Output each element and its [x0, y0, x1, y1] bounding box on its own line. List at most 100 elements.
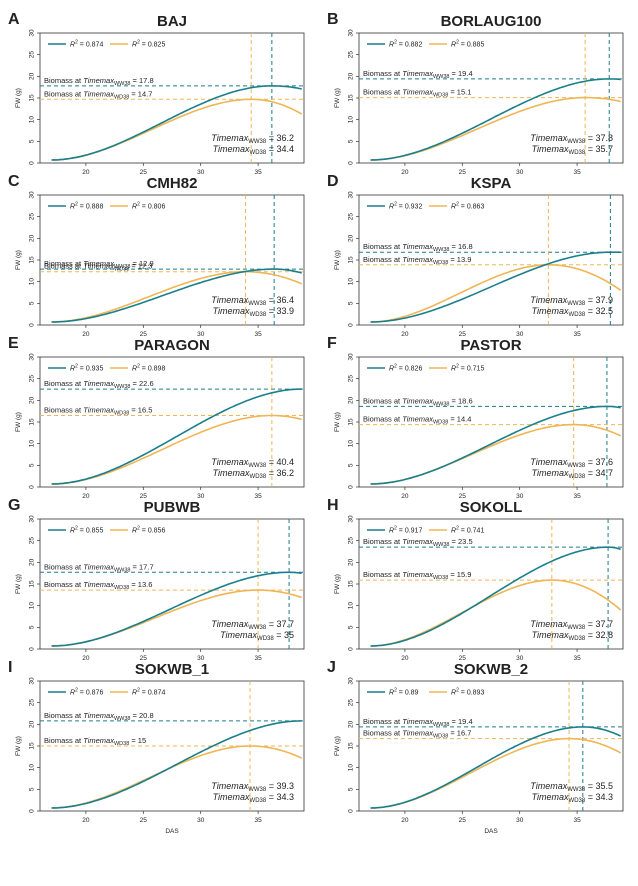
x-tick-label: 20	[82, 331, 90, 338]
y-tick-label: 5	[348, 139, 355, 143]
x-tick-label: 20	[82, 817, 90, 824]
x-tick-label: 35	[254, 493, 262, 500]
biomass-annotation: Biomass at TimemaxWD38 = 16.7	[363, 729, 471, 740]
series-curve-wd38	[51, 270, 302, 323]
y-tick-label: 25	[348, 699, 355, 707]
y-tick-label: 10	[348, 116, 355, 124]
series-curve-ww38	[370, 726, 622, 809]
y-tick-label: 5	[29, 301, 36, 305]
y-tick-label: 0	[29, 485, 36, 489]
y-tick-label: 30	[29, 677, 36, 685]
biomass-annotation: Biomass at TimemaxWD38 = 13.9	[363, 255, 471, 266]
x-tick-label: 30	[516, 493, 524, 500]
legend-label: R2 = 0.874	[132, 688, 165, 697]
legend-label: R2 = 0.741	[451, 526, 484, 535]
y-tick-label: 15	[29, 256, 36, 264]
panel-d: D KSPA 0 5 10 15 20 25 30 20 25 30 35 FW (g) R2 = 0.93…	[327, 173, 624, 338]
panel-title: PASTOR	[460, 337, 521, 354]
y-tick-label: 30	[348, 677, 355, 685]
panel-title: KSPA	[471, 175, 512, 192]
y-tick-label: 20	[348, 72, 355, 80]
y-tick-label: 25	[29, 213, 36, 221]
series-curve-ww38	[51, 85, 302, 161]
panel-label: B	[327, 11, 339, 28]
timemax-annotation: TimemaxWD38 = 34.3	[532, 792, 613, 804]
y-tick-label: 0	[348, 809, 355, 813]
panel-label: D	[327, 173, 339, 190]
biomass-annotation: Biomass at TimemaxWD38 = 12.3	[44, 262, 152, 273]
panel-title: CMH82	[147, 175, 198, 192]
timemax-annotation: TimemaxWW38 = 37.6	[530, 457, 613, 469]
panel-title: BAJ	[157, 13, 187, 30]
y-tick-label: 5	[29, 787, 36, 791]
panel-label: A	[8, 11, 20, 28]
y-tick-label: 20	[29, 720, 36, 728]
y-tick-label: 30	[348, 353, 355, 361]
legend-label: R2 = 0.893	[451, 688, 484, 697]
panel-title: SOKOLL	[460, 499, 523, 516]
y-tick-label: 25	[348, 51, 355, 59]
y-tick-label: 15	[29, 418, 36, 426]
y-axis-label: FW (g)	[15, 250, 22, 270]
panel-title: SOKWB_1	[135, 661, 209, 678]
y-tick-label: 15	[348, 418, 355, 426]
biomass-annotation: Biomass at TimemaxWW38 = 12.9	[44, 259, 154, 270]
timemax-annotation: TimemaxWW38 = 37.9	[530, 295, 613, 307]
panel-label: C	[8, 173, 20, 190]
y-tick-label: 10	[29, 764, 36, 772]
y-axis-label: FW (g)	[334, 250, 341, 270]
y-tick-label: 20	[348, 396, 355, 404]
y-tick-label: 15	[29, 580, 36, 588]
y-axis-label: FW (g)	[334, 412, 341, 432]
y-tick-label: 0	[348, 161, 355, 165]
timemax-annotation: TimemaxWD38 = 36.2	[213, 468, 294, 480]
series-curve-ww38	[370, 546, 621, 647]
y-tick-label: 20	[29, 72, 36, 80]
x-tick-label: 35	[254, 331, 262, 338]
y-tick-label: 0	[348, 485, 355, 489]
timemax-annotation: TimemaxWD38 = 32.8	[532, 630, 613, 642]
y-tick-label: 5	[29, 625, 36, 629]
x-tick-label: 20	[401, 493, 409, 500]
timemax-annotation: TimemaxWD38 = 34.7	[532, 468, 613, 480]
x-tick-label: 25	[459, 817, 467, 824]
y-tick-label: 5	[348, 301, 355, 305]
x-tick-label: 25	[459, 331, 467, 338]
panel-title: SOKWB_2	[454, 661, 528, 678]
timemax-annotation: TimemaxWD38 = 34.4	[213, 144, 294, 156]
x-tick-label: 25	[140, 493, 148, 500]
panel-label: G	[8, 497, 20, 514]
biomass-annotation: Biomass at TimemaxWW38 = 17.7	[44, 562, 154, 573]
panel-i: I SOKWB_1 0 5 10 15 20 25 30 20 25 30 35 FW (g) DAS R2 …	[8, 659, 305, 835]
y-tick-label: 10	[29, 116, 36, 124]
x-tick-label: 30	[516, 655, 524, 662]
legend-label: R2 = 0.882	[389, 40, 422, 49]
panel-g: G PUBWB 0 5 10 15 20 25 30 20 25 30 35 FW (g) R2 = 0.8…	[8, 497, 305, 662]
panel-b: B BORLAUG100 0 5 10 15 20 25 30 20 25 30 35 FW (g) R2 …	[327, 11, 624, 176]
x-tick-label: 35	[254, 655, 262, 662]
y-tick-label: 30	[348, 29, 355, 37]
y-tick-label: 15	[348, 742, 355, 750]
x-tick-label: 25	[459, 493, 467, 500]
series-curve-ww38	[51, 268, 302, 323]
y-axis-label: FW (g)	[15, 574, 22, 594]
x-tick-label: 20	[82, 493, 90, 500]
x-tick-label: 20	[82, 169, 90, 176]
series-curve-ww38	[370, 405, 621, 485]
panel-title: PUBWB	[144, 499, 201, 516]
y-tick-label: 10	[348, 602, 355, 610]
y-tick-label: 10	[348, 440, 355, 448]
biomass-annotation: Biomass at TimemaxWD38 = 14.4	[363, 415, 471, 426]
y-tick-label: 15	[29, 742, 36, 750]
panel-j: J SOKWB_2 0 5 10 15 20 25 30 20 25 30 35 FW (g) DAS R2 …	[327, 659, 624, 835]
panel-e: E PARAGON 0 5 10 15 20 25 30 20 25 30 35 FW (g) R2 = 0…	[8, 335, 305, 500]
series-curve-wd38	[370, 264, 622, 323]
x-tick-label: 30	[197, 493, 205, 500]
legend-label: R2 = 0.825	[132, 40, 165, 49]
biomass-annotation: Biomass at TimemaxWW38 = 23.5	[363, 537, 473, 548]
panel-title: BORLAUG100	[441, 13, 542, 30]
panel-h: H SOKOLL 0 5 10 15 20 25 30 20 25 30 35 FW (g) R2 = 0.…	[327, 497, 624, 662]
y-tick-label: 10	[29, 440, 36, 448]
y-tick-label: 0	[29, 809, 36, 813]
